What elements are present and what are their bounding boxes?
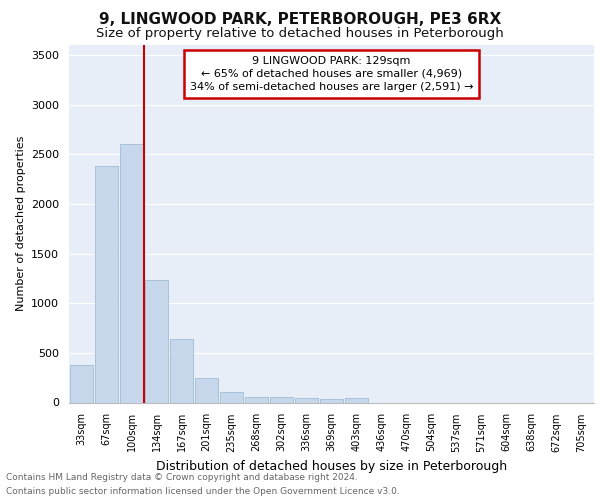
- Bar: [320, 399, 343, 402]
- Y-axis label: Number of detached properties: Number of detached properties: [16, 136, 26, 312]
- Text: Size of property relative to detached houses in Peterborough: Size of property relative to detached ho…: [96, 28, 504, 40]
- Bar: [344, 398, 368, 402]
- Text: Contains public sector information licensed under the Open Government Licence v3: Contains public sector information licen…: [6, 488, 400, 496]
- X-axis label: Distribution of detached houses by size in Peterborough: Distribution of detached houses by size …: [156, 460, 507, 473]
- Bar: [170, 339, 193, 402]
- Bar: [145, 280, 169, 402]
- Bar: [220, 392, 244, 402]
- Bar: [295, 398, 319, 402]
- Text: Contains HM Land Registry data © Crown copyright and database right 2024.: Contains HM Land Registry data © Crown c…: [6, 472, 358, 482]
- Bar: [194, 378, 218, 402]
- Text: 9, LINGWOOD PARK, PETERBOROUGH, PE3 6RX: 9, LINGWOOD PARK, PETERBOROUGH, PE3 6RX: [99, 12, 501, 28]
- Text: 9 LINGWOOD PARK: 129sqm
← 65% of detached houses are smaller (4,969)
34% of semi: 9 LINGWOOD PARK: 129sqm ← 65% of detache…: [190, 56, 473, 92]
- Bar: [269, 397, 293, 402]
- Bar: [95, 166, 118, 402]
- Bar: [119, 144, 143, 402]
- Bar: [245, 396, 268, 402]
- Bar: [70, 366, 94, 403]
